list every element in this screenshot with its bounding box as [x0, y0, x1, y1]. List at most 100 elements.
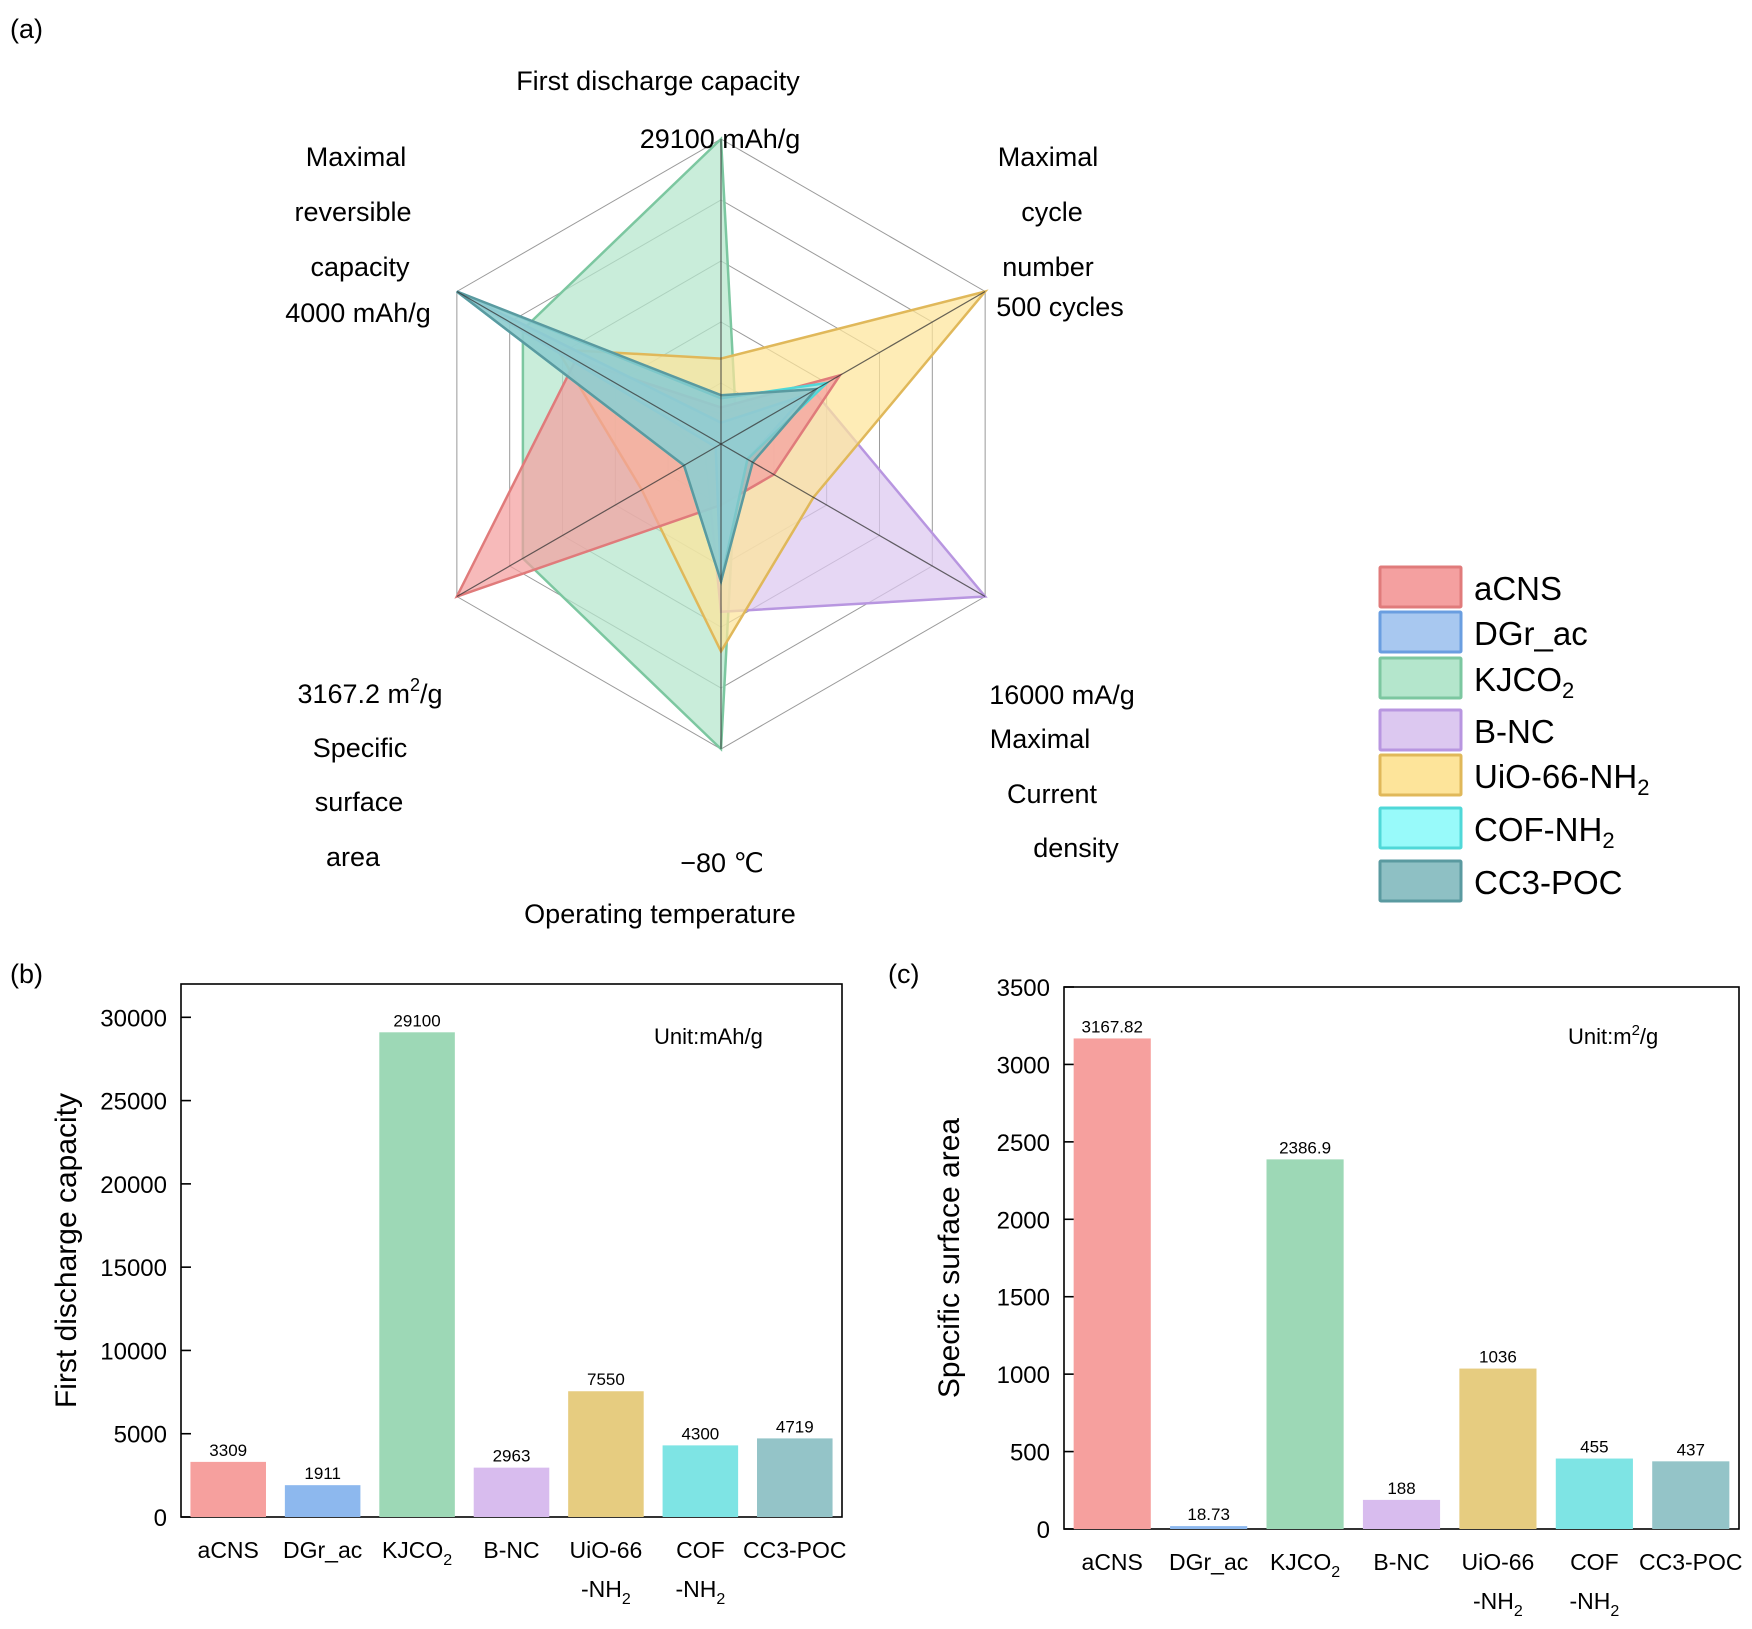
radar-axis-title-cycle-1: Maximal: [998, 142, 1099, 172]
x-category-label-main: UiO-66: [1461, 1549, 1534, 1575]
legend: aCNSDGr_acKJCO2B-NCUiO-66-NH2COF-NH2CC3-…: [1378, 565, 1649, 903]
x-category-label: B-NC: [483, 1537, 539, 1563]
x-category-label-main: DGr_ac: [1169, 1549, 1248, 1575]
x-category-label-line2-main: -NH: [1473, 1588, 1514, 1614]
radar-axis-title-surface-2: surface: [315, 787, 404, 817]
radar-spoke: [456, 443, 722, 598]
x-category-label: DGr_ac: [283, 1537, 362, 1563]
panel-label-b: (b): [10, 959, 43, 989]
radar-axis-max-cycle: 500 cycles: [996, 292, 1124, 322]
bar: [379, 1032, 455, 1517]
bar: [1555, 1458, 1633, 1529]
bar-value-label: 3309: [209, 1441, 247, 1460]
x-category-label: UiO-66: [1461, 1549, 1534, 1575]
x-category-label-main: DGr_ac: [283, 1537, 362, 1563]
radar-spoke: [456, 290, 722, 445]
x-category-label-line2-main: -NH: [1569, 1588, 1610, 1614]
bar: [1459, 1368, 1537, 1529]
legend-label-sub: 2: [1602, 828, 1614, 853]
x-category-label-main: aCNS: [198, 1537, 259, 1563]
x-category-label: DGr_ac: [1169, 1549, 1248, 1575]
radar-axis-title-surface-3: area: [326, 842, 381, 872]
x-category-label-main: UiO-66: [569, 1537, 642, 1563]
bar: [190, 1461, 266, 1517]
x-category-label: COF: [676, 1537, 725, 1563]
radar-axis-title-reversible-1: Maximal: [306, 142, 407, 172]
y-tick-label: 30000: [100, 1005, 167, 1032]
x-category-label-line2-sub: 2: [1610, 1603, 1619, 1620]
bar: [1652, 1461, 1730, 1529]
legend-label-main: CC3-POC: [1474, 864, 1623, 901]
legend-label: CC3-POC: [1474, 864, 1623, 901]
plot-frame: [180, 983, 843, 1518]
bar: [284, 1485, 361, 1517]
legend-swatch: [1378, 753, 1463, 797]
radar-axis-max-surface-area-num: 3167.2 m: [297, 679, 410, 709]
x-category-label: B-NC: [1373, 1549, 1429, 1575]
x-category-label: aCNS: [1082, 1549, 1143, 1575]
x-category-label: COF: [1570, 1549, 1619, 1575]
legend-label: DGr_ac: [1474, 615, 1588, 652]
unit-label-sup: 2: [1632, 1022, 1640, 1039]
legend-label-main: DGr_ac: [1474, 615, 1588, 652]
x-category-label-line2: -NH2: [1569, 1588, 1619, 1620]
legend-label: UiO-66-NH2: [1474, 758, 1649, 800]
bar-value-label: 188: [1387, 1479, 1415, 1498]
legend-label-main: aCNS: [1474, 570, 1562, 607]
radar-axis-title-current-2: Current: [1007, 779, 1098, 809]
legend-item: COF-NH2: [1378, 806, 1615, 853]
radar-axis-title-reversible-3: capacity: [310, 252, 410, 282]
radar-axis-title-current-3: density: [1033, 833, 1119, 863]
bar-value-label: 1911: [304, 1464, 341, 1483]
x-category-label-line2-sub: 2: [1514, 1603, 1523, 1620]
unit-label-tail: /g: [1640, 1024, 1658, 1049]
legend-item: UiO-66-NH2: [1378, 753, 1649, 800]
legend-swatch: [1378, 708, 1463, 752]
radar-axis-max-reversible: 4000 mAh/g: [285, 298, 431, 328]
y-tick-label: 1500: [997, 1285, 1050, 1312]
radar-axis-labels: First discharge capacity 29100 mAh/g Maxim…: [285, 66, 1135, 929]
x-category-label-line2-sub: 2: [716, 1591, 725, 1608]
y-tick-label: 2000: [997, 1207, 1050, 1234]
bar-value-label: 2386.9: [1279, 1138, 1331, 1157]
radar-axis-title-temperature: Operating temperature: [524, 899, 796, 929]
y-tick-label: 15000: [100, 1255, 167, 1282]
legend-item: B-NC: [1378, 708, 1555, 752]
radar-series-group: [454, 136, 989, 752]
legend-item: DGr_ac: [1378, 610, 1588, 654]
y-tick-label: 2500: [997, 1130, 1050, 1157]
legend-swatch: [1378, 565, 1463, 609]
x-category-label: UiO-66: [569, 1537, 642, 1563]
legend-label: aCNS: [1474, 570, 1562, 607]
bar-value-label: 7550: [587, 1370, 625, 1389]
x-category-label-line2-sub: 2: [622, 1591, 631, 1608]
legend-label: B-NC: [1474, 713, 1555, 750]
bar: [568, 1391, 644, 1517]
x-category-label: KJCO2: [1270, 1549, 1340, 1581]
y-tick-label: 25000: [100, 1089, 167, 1116]
x-category-label-line2: -NH2: [1473, 1588, 1523, 1620]
x-category-label-sub: 2: [443, 1552, 452, 1569]
y-tick-label: 3000: [997, 1052, 1050, 1079]
bar: [662, 1445, 739, 1517]
bar: [1073, 1038, 1151, 1529]
x-category-label: CC3-POC: [1639, 1549, 1743, 1575]
unit-label: Unit:mAh/g: [654, 1024, 763, 1049]
legend-item: CC3-POC: [1378, 859, 1623, 903]
radar-axis-max-first-discharge: 29100 mAh/g: [640, 124, 801, 154]
y-tick-label: 20000: [100, 1172, 167, 1199]
legend-label-main: B-NC: [1474, 713, 1555, 750]
radar-axis-title-cycle-2: cycle: [1021, 197, 1083, 227]
radar-axis-max-surface-area-sup: 2: [410, 675, 420, 695]
y-tick-label: 1000: [997, 1362, 1050, 1389]
x-category-label-line2-main: -NH: [675, 1576, 716, 1602]
radar-spoke: [720, 443, 986, 598]
bar-value-label: 4719: [776, 1417, 814, 1436]
radar-axis-max-surface-area-unit: /g: [420, 679, 443, 709]
panel-label-c: (c): [888, 959, 919, 989]
x-category-label-main: KJCO: [1270, 1549, 1331, 1575]
legend-swatch: [1378, 656, 1463, 700]
radar-axis-title-cycle-3: number: [1002, 252, 1094, 282]
bar-value-label: 437: [1677, 1440, 1705, 1459]
